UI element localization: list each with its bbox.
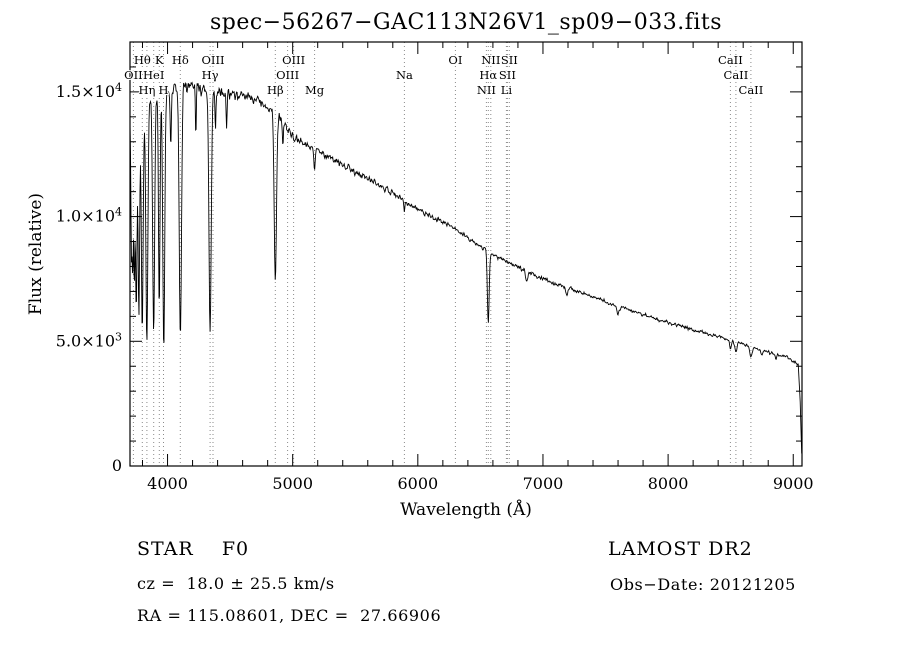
feature-label: SII	[501, 53, 518, 67]
feature-label: K	[155, 53, 164, 67]
feature-label: Li	[501, 83, 513, 97]
x-tick-label: 7000	[523, 474, 564, 493]
classification-text: STAR F0	[137, 538, 250, 560]
plot-title: spec−56267−GAC113N26V1_sp09−033.fits	[209, 10, 723, 35]
feature-label: CaII	[724, 68, 749, 82]
x-tick-label: 5000	[272, 474, 313, 493]
cz-velocity-text: cz = 18.0 ± 25.5 km/s	[137, 574, 335, 593]
feature-label: CaII	[739, 83, 764, 97]
y-tick-label: 5.0×103	[56, 330, 122, 350]
plot-frame-border	[129, 41, 803, 467]
feature-label: Hη	[138, 83, 155, 97]
feature-label: Hδ	[172, 53, 189, 67]
feature-label: Hθ	[134, 53, 151, 67]
ra-dec-text: RA = 115.08601, DEC = 27.66906	[137, 606, 442, 625]
feature-label: OIII	[282, 53, 305, 67]
feature-label: Na	[396, 68, 413, 82]
feature-label: NII	[481, 53, 500, 67]
feature-label: Mg	[305, 83, 325, 97]
feature-labels: OIIHθHηHeIKHHδHγOIIIHβOIIIOIIIMgNaOINIIH…	[123, 52, 764, 98]
survey-release-text: LAMOST DR2	[608, 538, 753, 560]
feature-label: SII	[499, 68, 516, 82]
x-tick-label: 4000	[147, 474, 188, 493]
feature-label: H	[158, 83, 168, 97]
axis-ticks: 4000 5000 6000 7000 8000 9000 0 5.0×103 1.0×104 1…	[56, 42, 814, 493]
y-tick-label: 1.5×104	[56, 81, 122, 101]
feature-label: Hγ	[202, 68, 219, 82]
x-tick-label: 8000	[648, 474, 689, 493]
feature-label: OII	[124, 68, 143, 82]
feature-label: NII	[477, 83, 496, 97]
feature-label: CaII	[718, 53, 743, 67]
feature-label: OIII	[201, 53, 224, 67]
feature-label: OI	[448, 53, 462, 67]
y-tick-label: 0	[112, 456, 122, 475]
feature-label: OIII	[276, 68, 299, 82]
x-tick-label: 6000	[397, 474, 438, 493]
spectrum-trace	[129, 81, 803, 454]
feature-label: Hβ	[267, 83, 284, 97]
plot-frame	[129, 41, 803, 467]
y-tick-label: 1.0×104	[56, 206, 122, 226]
x-tick-label: 9000	[773, 474, 814, 493]
obs-date-text: Obs−Date: 20121205	[610, 575, 796, 594]
feature-label: HeI	[143, 68, 164, 82]
feature-label: Hα	[479, 68, 497, 82]
x-axis-label: Wavelength (Å)	[400, 500, 532, 520]
